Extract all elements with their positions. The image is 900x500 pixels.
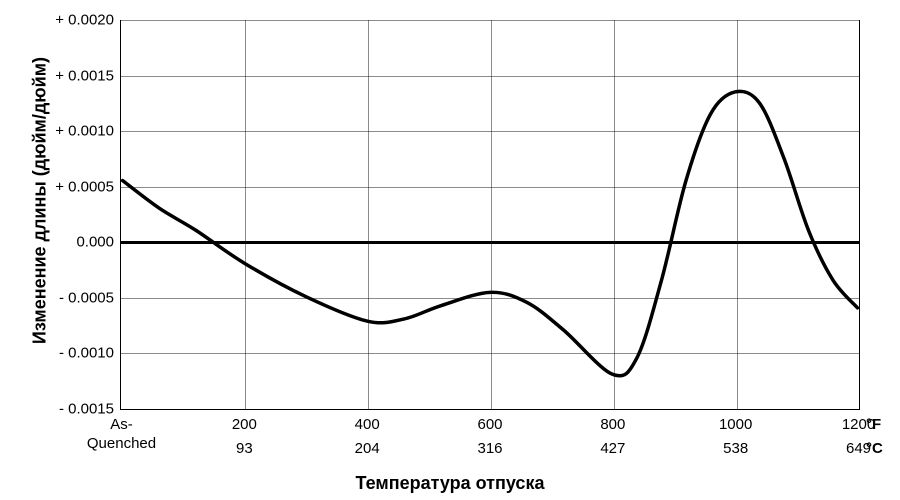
y-tick-label: + 0.0020 [14, 12, 114, 29]
x-tick-label-c: 204 [355, 440, 380, 459]
x-tick-label-c: 316 [477, 440, 502, 459]
series-path [122, 91, 857, 376]
y-tick-label: 0.000 [14, 234, 114, 251]
y-tick-label: + 0.0015 [14, 67, 114, 84]
y-tick-label: - 0.0005 [14, 289, 114, 306]
x-tick-label-c: 93 [236, 440, 253, 459]
unit-fahrenheit: °F [866, 416, 881, 433]
y-tick-label: + 0.0010 [14, 123, 114, 140]
x-tick-label-f: 200 [232, 416, 257, 435]
x-tick-label-f: 600 [477, 416, 502, 435]
x-axis-title: Температура отпуска [0, 473, 900, 494]
y-tick-label: - 0.0015 [14, 400, 114, 417]
x-tick-label-c: 427 [600, 440, 625, 459]
x-tick-label-f: As- Quenched [87, 416, 156, 454]
x-tick-label-f: 800 [600, 416, 625, 435]
plot-area [120, 20, 860, 410]
x-tick-label-f: 400 [355, 416, 380, 435]
y-tick-label: + 0.0005 [14, 178, 114, 195]
data-curve [121, 20, 859, 409]
y-tick-label: - 0.0010 [14, 345, 114, 362]
chart-container: Изменение длины (дюйм/дюйм) - 0.0015- 0.… [0, 0, 900, 500]
x-tick-label-c: 538 [723, 440, 748, 459]
x-tick-label-f: 1000 [719, 416, 752, 435]
unit-celsius: °C [866, 440, 883, 457]
